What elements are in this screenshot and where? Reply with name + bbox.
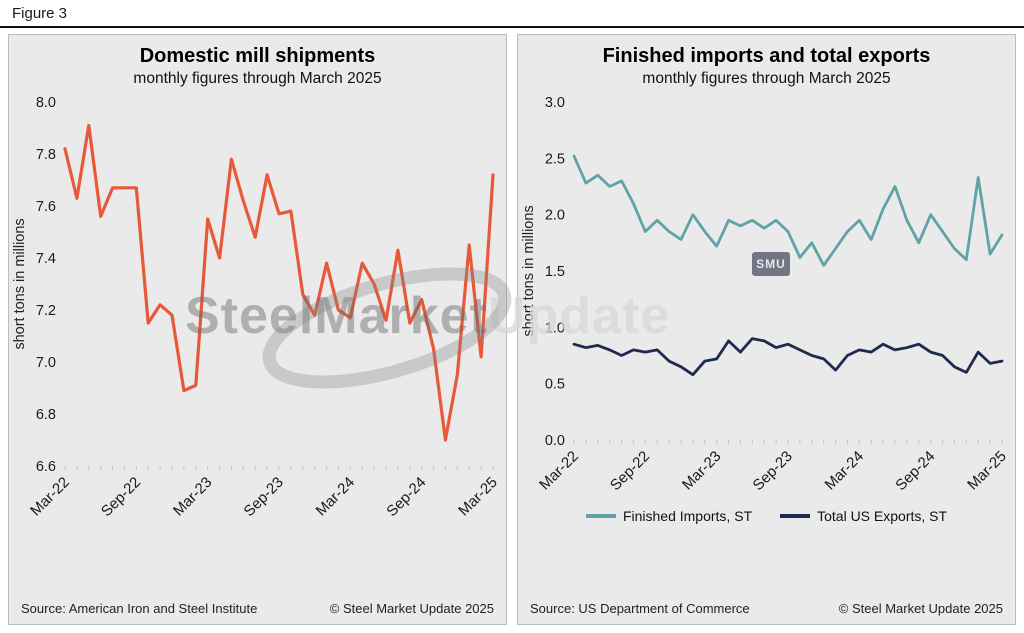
figure-label: Figure 3 bbox=[12, 4, 68, 22]
figure-header: Figure 3 bbox=[0, 0, 1024, 28]
svg-text:Sep-22: Sep-22 bbox=[97, 474, 143, 520]
svg-text:7.4: 7.4 bbox=[35, 251, 55, 267]
svg-text:short tons in millions: short tons in millions bbox=[12, 218, 28, 349]
svg-text:8.0: 8.0 bbox=[35, 95, 55, 111]
svg-text:Mar-23: Mar-23 bbox=[678, 448, 724, 494]
shipments-source: Source: American Iron and Steel Institut… bbox=[21, 601, 258, 616]
charts-area: Domestic mill shipments monthly figures … bbox=[0, 28, 1024, 633]
svg-text:1.5: 1.5 bbox=[544, 264, 564, 280]
svg-text:2.5: 2.5 bbox=[544, 151, 564, 167]
svg-text:7.8: 7.8 bbox=[35, 147, 55, 163]
svg-text:Sep-24: Sep-24 bbox=[383, 474, 429, 520]
svg-text:Mar-24: Mar-24 bbox=[821, 448, 867, 494]
svg-text:6.6: 6.6 bbox=[35, 459, 55, 475]
shipments-panel: Domestic mill shipments monthly figures … bbox=[8, 34, 507, 625]
chart-legend: Finished Imports, ST Total US Exports, S… bbox=[585, 504, 947, 528]
svg-text:Sep-23: Sep-23 bbox=[240, 474, 286, 520]
imports-exports-copyright: © Steel Market Update 2025 bbox=[838, 601, 1003, 616]
svg-text:Mar-24: Mar-24 bbox=[312, 474, 358, 520]
svg-text:Mar-23: Mar-23 bbox=[169, 474, 215, 520]
legend-item-exports: Total US Exports, ST bbox=[780, 508, 947, 524]
legend-item-imports: Finished Imports, ST bbox=[585, 508, 753, 524]
svg-text:7.0: 7.0 bbox=[35, 355, 55, 371]
imports-legend-label: Finished Imports, ST bbox=[622, 508, 753, 524]
svg-text:Mar-25: Mar-25 bbox=[455, 474, 501, 520]
svg-text:3.0: 3.0 bbox=[544, 95, 564, 111]
svg-text:2.0: 2.0 bbox=[544, 208, 564, 224]
shipments-copyright: © Steel Market Update 2025 bbox=[329, 601, 494, 616]
svg-text:Sep-23: Sep-23 bbox=[749, 448, 795, 494]
svg-text:Sep-22: Sep-22 bbox=[606, 448, 652, 494]
imports-exports-title: Finished imports and total exports bbox=[602, 45, 931, 67]
svg-text:1.0: 1.0 bbox=[544, 320, 564, 336]
imports-exports-panel: Finished imports and total exports month… bbox=[517, 34, 1016, 625]
imports-exports-subtitle: monthly figures through March 2025 bbox=[642, 70, 891, 87]
imports-line-swatch bbox=[585, 514, 616, 518]
svg-text:0.5: 0.5 bbox=[544, 377, 564, 393]
svg-text:7.6: 7.6 bbox=[35, 199, 55, 215]
shipments-chart: 6.6 6.8 7.0 7.2 7.4 7.6 7.8 8.0 Mar-22 Sep-22 Mar-… bbox=[12, 95, 501, 520]
svg-text:7.2: 7.2 bbox=[35, 303, 55, 319]
svg-text:Mar-22: Mar-22 bbox=[536, 448, 582, 494]
exports-legend-label: Total US Exports, ST bbox=[817, 508, 948, 524]
imports-exports-source-row: Source: US Department of Commerce © Stee… bbox=[518, 601, 1015, 624]
svg-text:Mar-25: Mar-25 bbox=[964, 448, 1010, 494]
svg-text:Sep-24: Sep-24 bbox=[892, 448, 938, 494]
imports-exports-chart: 0.0 0.5 1.0 1.5 2.0 2.5 3.0 Mar-22 Sep-22 Mar-23 S… bbox=[521, 95, 1010, 494]
shipments-title: Domestic mill shipments bbox=[139, 45, 376, 67]
shipments-source-row: Source: American Iron and Steel Institut… bbox=[9, 601, 506, 624]
imports-exports-source: Source: US Department of Commerce bbox=[530, 601, 750, 616]
svg-text:0.0: 0.0 bbox=[544, 433, 564, 449]
svg-text:short tons in millions: short tons in millions bbox=[521, 205, 537, 336]
exports-line-swatch bbox=[780, 514, 811, 518]
svg-text:6.8: 6.8 bbox=[35, 407, 55, 423]
shipments-subtitle: monthly figures through March 2025 bbox=[133, 70, 382, 87]
svg-text:Mar-22: Mar-22 bbox=[27, 474, 73, 520]
